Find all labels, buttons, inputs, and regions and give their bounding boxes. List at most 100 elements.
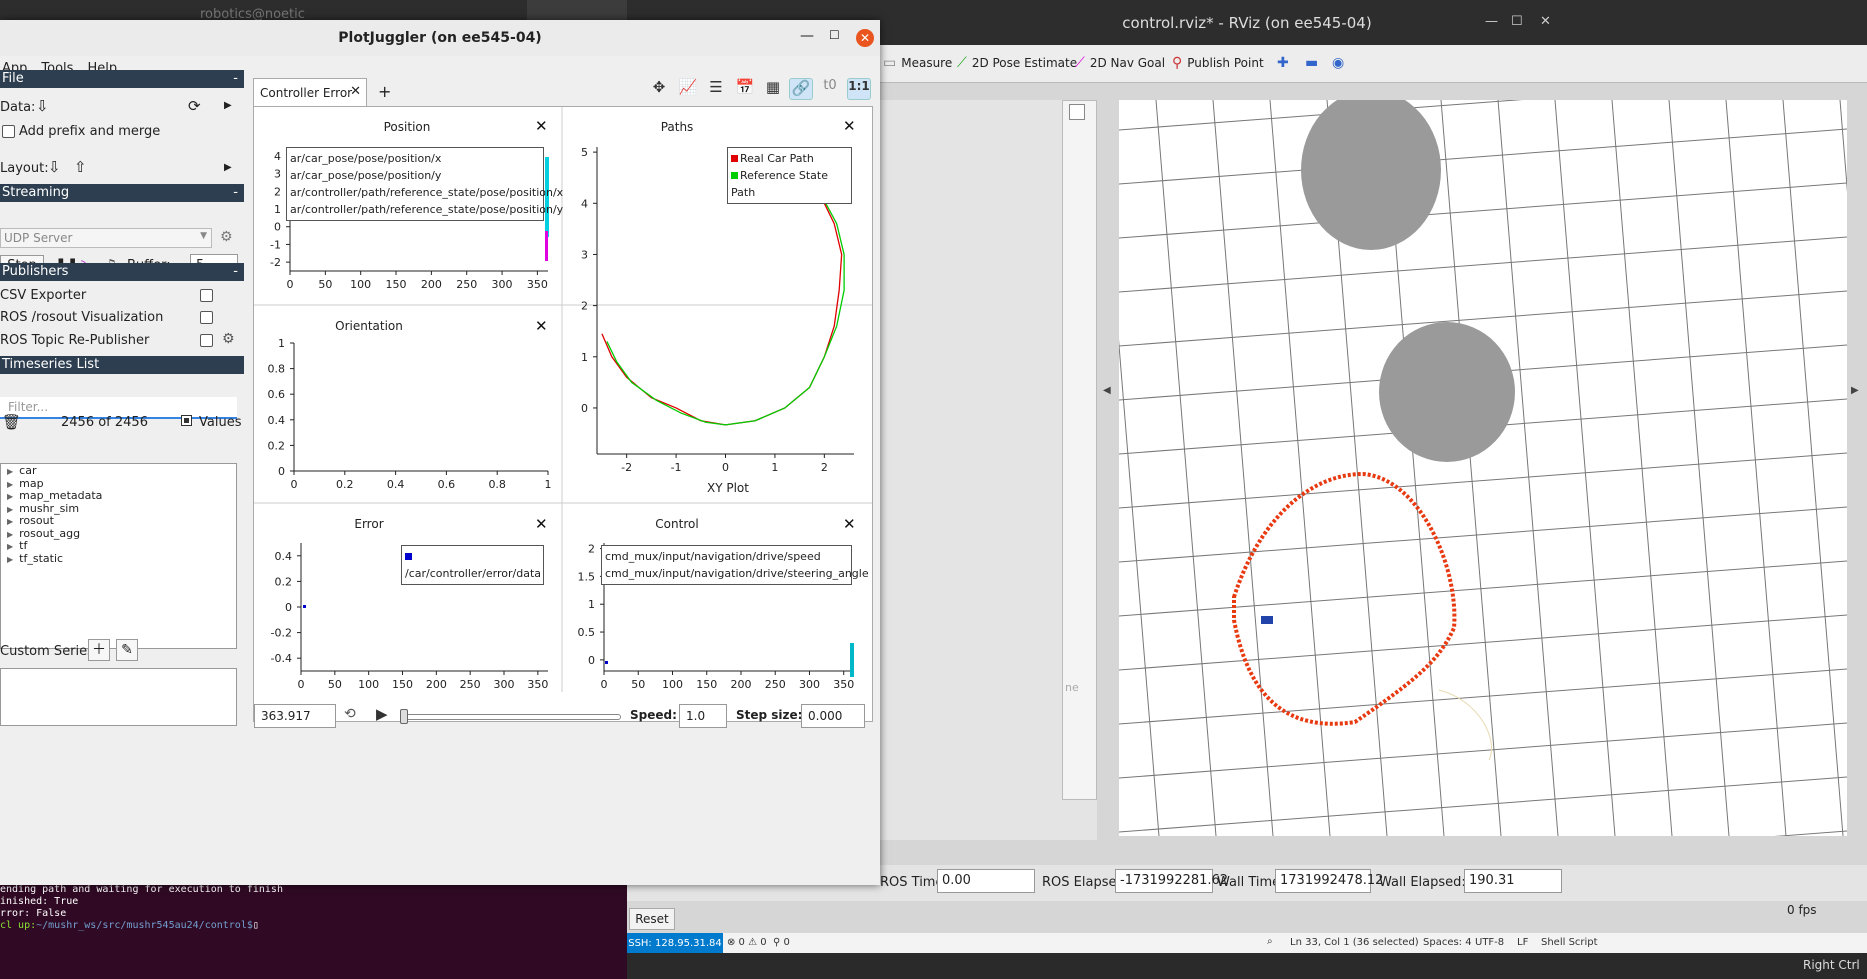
control-legend[interactable]: cmd_mux/input/navigation/drive/speed cmd… bbox=[601, 545, 869, 585]
add-custom-series-button[interactable]: ＋ bbox=[88, 639, 110, 661]
file-section-header[interactable]: File - bbox=[0, 70, 244, 88]
plot-close-icon[interactable]: ✕ bbox=[843, 117, 856, 135]
tree-item[interactable]: ▶ map bbox=[7, 477, 44, 490]
y-tick-label: 2 bbox=[274, 185, 281, 198]
load-layout-icon[interactable]: ⇩ bbox=[48, 158, 61, 176]
error-legend[interactable]: /car/controller/error/data bbox=[401, 545, 544, 585]
x-tick-label: 0.6 bbox=[438, 478, 456, 491]
x-tick-label: 100 bbox=[662, 678, 683, 691]
pose-estimate-tool[interactable]: ⟋ 2D Pose Estimate bbox=[957, 55, 1078, 71]
position-legend[interactable]: ar/car_pose/pose/position/x ar/car_pose/… bbox=[286, 147, 563, 221]
measure-tool[interactable]: ▭ Measure bbox=[883, 55, 953, 71]
ports-indicator[interactable]: ⚲ 0 bbox=[773, 937, 790, 948]
plot-icon[interactable]: 📈 bbox=[678, 78, 698, 96]
close-icon[interactable]: ✕ bbox=[1540, 14, 1551, 29]
indent-setting[interactable]: Spaces: 4 bbox=[1423, 937, 1472, 948]
grid-icon[interactable]: ▦ bbox=[765, 78, 781, 96]
tab-close-icon[interactable]: ✕ bbox=[350, 84, 361, 99]
tree-item[interactable]: ▶ tf bbox=[7, 539, 28, 552]
add-prefix-checkbox[interactable] bbox=[2, 125, 15, 138]
speed-spinbox[interactable]: 1.0 bbox=[679, 704, 727, 728]
publisher-republisher-checkbox[interactable] bbox=[200, 334, 213, 347]
rviz-title: control.rviz* - RViz (on ee545-04) bbox=[1122, 13, 1372, 32]
step-size-spinbox[interactable]: 0.000 bbox=[801, 704, 865, 728]
view-tool-button[interactable]: ◉ bbox=[1332, 55, 1344, 71]
time-slider[interactable] bbox=[403, 714, 621, 720]
calendar-icon[interactable]: 📅 bbox=[735, 78, 755, 96]
plot-close-icon[interactable]: ✕ bbox=[535, 117, 548, 135]
publisher-rosout-checkbox[interactable] bbox=[200, 311, 213, 324]
streamer-select[interactable]: UDP Server ▼ bbox=[0, 228, 212, 248]
save-layout-icon[interactable]: ⇧ bbox=[74, 158, 87, 176]
values-checkbox[interactable] bbox=[181, 415, 192, 426]
gear-icon[interactable]: ⚙ bbox=[222, 331, 235, 347]
tree-item[interactable]: ▶ mushr_sim bbox=[7, 502, 80, 515]
reload-icon[interactable]: ⟳ bbox=[188, 97, 201, 115]
edit-custom-series-button[interactable]: ✎ bbox=[116, 639, 138, 661]
tree-item[interactable]: ▶ car bbox=[7, 464, 37, 477]
tree-item[interactable]: ▶ map_metadata bbox=[7, 489, 103, 502]
encoding-setting[interactable]: UTF-8 bbox=[1475, 937, 1505, 948]
slider-handle[interactable] bbox=[400, 709, 408, 724]
tree-item[interactable]: ▶ rosout bbox=[7, 514, 54, 527]
maximize-icon[interactable]: ☐ bbox=[1511, 14, 1523, 29]
grid-line bbox=[1440, 100, 1502, 836]
legend-entry: Reference State Path bbox=[731, 169, 829, 199]
timeseries-section-header[interactable]: Timeseries List bbox=[0, 356, 244, 374]
add-tab-button[interactable]: + bbox=[378, 82, 392, 101]
publish-point-tool[interactable]: ⚲ Publish Point bbox=[1172, 55, 1264, 71]
load-data-icon[interactable]: ⇩ bbox=[36, 97, 49, 115]
tree-item[interactable]: ▶ tf_static bbox=[7, 552, 64, 565]
tab-controller-error[interactable]: Controller Error ✕ bbox=[253, 78, 367, 106]
reset-button[interactable]: Reset bbox=[629, 908, 675, 930]
collapse-right-icon[interactable]: ▶ bbox=[1851, 385, 1859, 396]
expand-arrow-icon[interactable]: ▶ bbox=[224, 162, 232, 173]
tree-item[interactable]: ▶ rosout_agg bbox=[7, 527, 81, 540]
minimize-icon[interactable]: — bbox=[1485, 14, 1498, 29]
custom-series-list[interactable] bbox=[0, 668, 237, 726]
eol-setting[interactable]: LF bbox=[1517, 937, 1529, 948]
link-icon[interactable]: 🔗 bbox=[789, 78, 813, 100]
language-mode[interactable]: Shell Script bbox=[1541, 937, 1598, 948]
plot-close-icon[interactable]: ✕ bbox=[535, 515, 548, 533]
publisher-csv-checkbox[interactable] bbox=[200, 289, 213, 302]
play-icon[interactable]: ▶ bbox=[376, 705, 388, 723]
trash-icon[interactable]: 🗑 bbox=[2, 413, 22, 431]
minimize-icon[interactable]: — bbox=[800, 28, 814, 44]
remove-tool-button[interactable]: ▬ bbox=[1305, 55, 1318, 71]
expand-arrow-icon[interactable]: ▶ bbox=[224, 100, 232, 111]
close-icon[interactable]: ✕ bbox=[856, 29, 874, 47]
publishers-section-header[interactable]: Publishers - bbox=[0, 263, 244, 281]
list-icon[interactable]: ☰ bbox=[709, 78, 723, 96]
y-tick-label: 0 bbox=[588, 654, 595, 667]
map-grid bbox=[1119, 100, 1847, 836]
time-field[interactable]: 363.917 bbox=[254, 704, 336, 728]
paths-legend[interactable]: Real Car Path Reference State Path bbox=[727, 147, 852, 204]
nav-goal-tool[interactable]: ⟋ 2D Nav Goal bbox=[1075, 55, 1166, 71]
t0-icon[interactable]: t0 bbox=[823, 78, 837, 93]
ssh-indicator[interactable]: SSH: 128.95.31.84 bbox=[627, 933, 723, 953]
collapse-left-icon[interactable]: ◀ bbox=[1103, 385, 1111, 396]
panel-checkbox[interactable] bbox=[1069, 104, 1085, 120]
plot-close-icon[interactable]: ✕ bbox=[843, 515, 856, 533]
timeseries-tree[interactable]: ▶ car ▶ map ▶ map_metadata ▶ mushr_sim ▶ roso… bbox=[0, 463, 237, 649]
plot-close-icon[interactable]: ✕ bbox=[535, 317, 548, 335]
search-icon[interactable]: ⌕ bbox=[1267, 936, 1273, 947]
grid-line bbox=[1668, 100, 1730, 836]
cursor-position[interactable]: Ln 33, Col 1 (36 selected) bbox=[1290, 937, 1419, 948]
add-tool-button[interactable]: ✚ bbox=[1277, 55, 1289, 71]
ratio-icon[interactable]: 1:1 bbox=[847, 78, 871, 100]
x-tick-label: 200 bbox=[426, 678, 447, 691]
move-icon[interactable]: ✥ bbox=[652, 78, 666, 96]
gear-icon[interactable]: ⚙ bbox=[220, 229, 233, 245]
x-tick-label: 0.8 bbox=[488, 478, 506, 491]
maximize-icon[interactable]: ☐ bbox=[829, 28, 840, 42]
loop-icon[interactable]: ⟲ bbox=[344, 706, 356, 722]
problems-indicator[interactable]: ⊗ 0 ⚠ 0 bbox=[727, 937, 767, 948]
terminal[interactable]: ending path and waiting for execution to… bbox=[0, 882, 627, 979]
rviz-3d-view[interactable] bbox=[1119, 100, 1847, 836]
control-plot-title: Control bbox=[655, 517, 699, 531]
x-tick-label: 250 bbox=[765, 678, 786, 691]
filter-input[interactable]: Filter... bbox=[0, 397, 237, 419]
streaming-section-header[interactable]: Streaming - bbox=[0, 184, 244, 202]
